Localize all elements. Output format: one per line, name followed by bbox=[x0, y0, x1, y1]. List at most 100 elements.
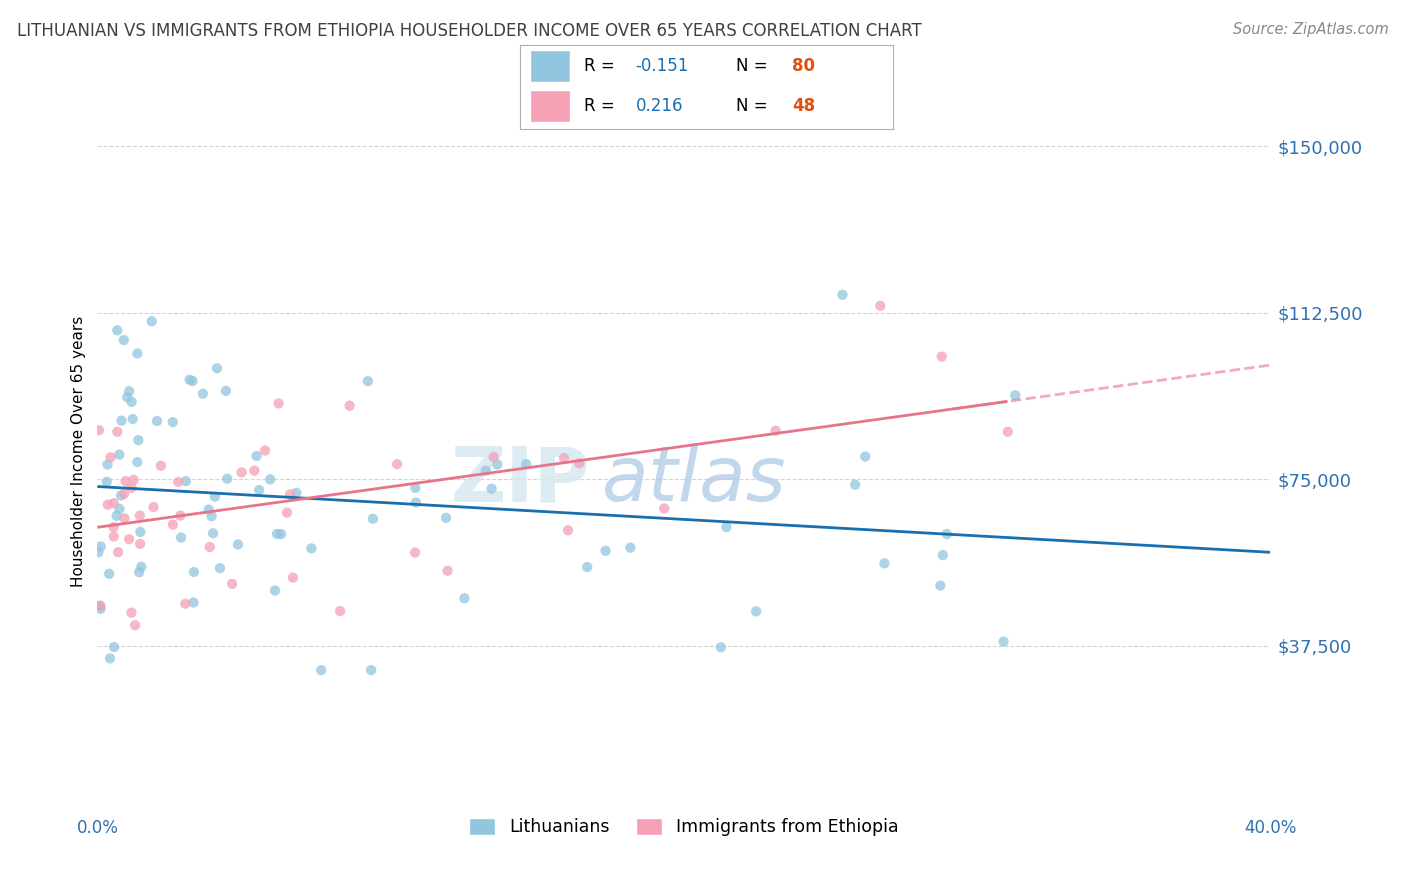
Point bbox=[652, 501, 675, 516]
Point bbox=[361, 512, 384, 526]
Point bbox=[436, 564, 458, 578]
Text: R =: R = bbox=[583, 96, 620, 114]
Point bbox=[486, 458, 509, 472]
Text: Source: ZipAtlas.com: Source: ZipAtlas.com bbox=[1233, 22, 1389, 37]
Point bbox=[404, 481, 426, 495]
Point bbox=[89, 602, 111, 616]
Point bbox=[932, 548, 955, 562]
Point bbox=[264, 583, 287, 598]
Point bbox=[474, 464, 496, 478]
Text: 80: 80 bbox=[792, 57, 815, 75]
Point bbox=[831, 288, 853, 302]
Point bbox=[127, 433, 149, 447]
Point bbox=[174, 597, 197, 611]
Point bbox=[191, 386, 214, 401]
Point bbox=[146, 414, 169, 428]
Point bbox=[568, 456, 591, 470]
Point bbox=[619, 541, 641, 555]
Point bbox=[1004, 388, 1026, 402]
FancyBboxPatch shape bbox=[531, 52, 568, 81]
Point bbox=[993, 634, 1015, 648]
Point bbox=[339, 399, 361, 413]
Y-axis label: Householder Income Over 65 years: Householder Income Over 65 years bbox=[72, 316, 86, 587]
Point bbox=[128, 508, 150, 523]
Point bbox=[121, 481, 143, 495]
Point bbox=[231, 466, 253, 480]
Point bbox=[118, 384, 141, 399]
Text: N =: N = bbox=[737, 96, 773, 114]
Point bbox=[124, 618, 146, 632]
Point bbox=[170, 531, 193, 545]
Point bbox=[105, 508, 128, 523]
Point bbox=[121, 395, 143, 409]
Point bbox=[103, 529, 125, 543]
Point bbox=[844, 477, 866, 491]
Point bbox=[360, 663, 382, 677]
Point bbox=[329, 604, 352, 618]
Point bbox=[141, 314, 163, 328]
Point bbox=[309, 663, 332, 677]
Point bbox=[217, 472, 239, 486]
FancyBboxPatch shape bbox=[531, 91, 568, 120]
Point bbox=[105, 323, 128, 337]
Point bbox=[98, 566, 121, 581]
Point bbox=[253, 443, 276, 458]
Point bbox=[716, 520, 738, 534]
Point bbox=[100, 450, 122, 465]
Point bbox=[205, 361, 228, 376]
Text: atlas: atlas bbox=[602, 443, 786, 517]
Point bbox=[110, 488, 132, 502]
Point bbox=[931, 350, 953, 364]
Point bbox=[142, 500, 165, 514]
Point bbox=[96, 458, 118, 472]
Legend: Lithuanians, Immigrants from Ethiopia: Lithuanians, Immigrants from Ethiopia bbox=[463, 811, 905, 843]
Point bbox=[87, 545, 110, 559]
Point bbox=[198, 540, 221, 554]
Point bbox=[169, 508, 191, 523]
Point bbox=[112, 487, 135, 501]
Point bbox=[181, 374, 204, 388]
Text: N =: N = bbox=[737, 57, 773, 75]
Point bbox=[108, 501, 131, 516]
Point bbox=[197, 502, 219, 516]
Point bbox=[208, 561, 231, 575]
Point bbox=[453, 591, 475, 606]
Text: 48: 48 bbox=[792, 96, 815, 114]
Point bbox=[107, 545, 129, 559]
Text: R =: R = bbox=[583, 57, 620, 75]
Point bbox=[89, 599, 111, 613]
Point bbox=[221, 577, 243, 591]
Point bbox=[259, 472, 281, 486]
Point bbox=[183, 565, 205, 579]
Point bbox=[869, 299, 891, 313]
Point bbox=[97, 498, 120, 512]
Point bbox=[201, 526, 224, 541]
Point bbox=[121, 412, 143, 426]
Point bbox=[405, 495, 427, 509]
Point bbox=[174, 474, 197, 488]
Text: LITHUANIAN VS IMMIGRANTS FROM ETHIOPIA HOUSEHOLDER INCOME OVER 65 YEARS CORRELAT: LITHUANIAN VS IMMIGRANTS FROM ETHIOPIA H… bbox=[17, 22, 921, 40]
Point bbox=[127, 455, 149, 469]
Point bbox=[481, 482, 503, 496]
Point bbox=[710, 640, 733, 655]
Point bbox=[929, 578, 952, 592]
Point bbox=[385, 457, 408, 471]
Point bbox=[482, 450, 505, 464]
Point bbox=[114, 474, 136, 488]
Point bbox=[434, 510, 457, 524]
Point bbox=[853, 450, 876, 464]
Point bbox=[281, 571, 304, 585]
Point bbox=[128, 565, 150, 579]
Point bbox=[105, 425, 128, 439]
Point bbox=[276, 506, 298, 520]
Point bbox=[935, 527, 957, 541]
Point bbox=[103, 640, 125, 654]
Point bbox=[595, 543, 617, 558]
Point bbox=[112, 511, 135, 525]
Point bbox=[270, 527, 292, 541]
Point bbox=[90, 540, 112, 554]
Point bbox=[515, 457, 537, 471]
Point bbox=[267, 396, 290, 410]
Point bbox=[997, 425, 1019, 439]
Point bbox=[131, 560, 153, 574]
